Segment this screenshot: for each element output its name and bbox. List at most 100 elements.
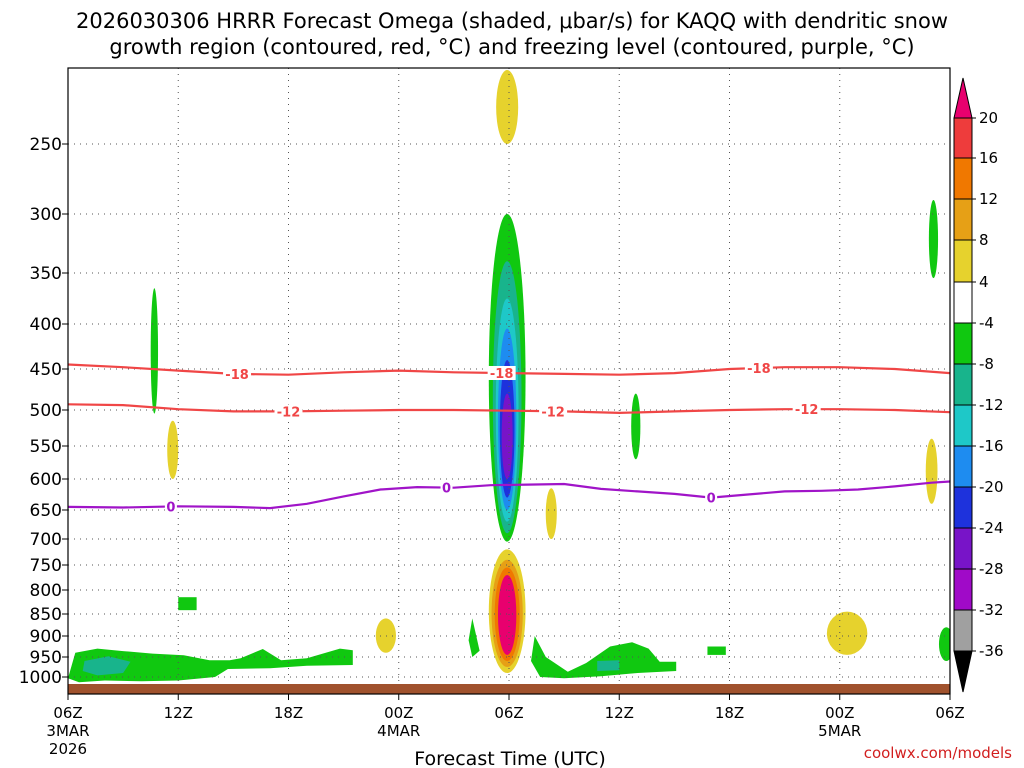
contour-label-dgz-top-2: -18 <box>747 362 771 377</box>
x-tick-label-0: 06Z <box>53 704 82 722</box>
y-tick-label-700: 700 <box>30 530 62 550</box>
omega-cell-12 <box>167 420 179 479</box>
colorbar-label-10: -24 <box>979 519 1004 537</box>
chart-title-line-1: 2026030306 HRRR Forecast Omega (shaded, … <box>76 9 948 33</box>
x-tick-label-2: 18Z <box>274 704 303 722</box>
omega-cell-19 <box>938 627 950 661</box>
colorbar-box-5 <box>953 322 973 365</box>
y-tick-label-400: 400 <box>30 315 62 335</box>
x-tick-label-6: 18Z <box>715 704 744 722</box>
y-tick-label-750: 750 <box>30 556 62 576</box>
contour-label-freezing-level-2: 0 <box>707 492 716 507</box>
y-tick-label-600: 600 <box>30 470 62 490</box>
y-tick-label-1000: 1000 <box>19 668 62 688</box>
contour-label-bg <box>487 365 516 380</box>
colorbar-label-11: -28 <box>979 560 1004 578</box>
grid <box>68 68 950 694</box>
colorbar-label-1: 16 <box>979 149 998 167</box>
y-axis: 2503003504004505005506006507007508008509… <box>19 135 68 688</box>
colorbar-box-11 <box>953 568 973 611</box>
contour-label-bg <box>792 402 821 417</box>
colorbar-label-7: -12 <box>979 396 1004 414</box>
contour-freezing-level <box>68 480 950 510</box>
x-tick-label-3: 00Z <box>384 704 413 722</box>
colorbar-box-10 <box>953 527 973 570</box>
colorbar-label-6: -8 <box>979 355 994 373</box>
colorbar-label-9: -20 <box>979 478 1004 496</box>
colorbar-label-13: -36 <box>979 642 1004 660</box>
colorbar-label-12: -32 <box>979 601 1004 619</box>
contour-labels: -18 -18 -18 -12 -12 -12 0 0 0 <box>164 361 821 515</box>
colorbar-box-2 <box>953 198 973 241</box>
y-tick-label-300: 300 <box>30 205 62 225</box>
x-tick-label-8: 06Z <box>935 704 964 722</box>
contour-label-dgz-bottom-1: -12 <box>541 405 565 420</box>
colorbar-label-5: -4 <box>979 314 994 332</box>
x-tick-date-3: 4MAR <box>377 722 420 740</box>
y-tick-label-500: 500 <box>30 401 62 421</box>
y-tick-label-650: 650 <box>30 501 62 521</box>
colorbar-label-3: 8 <box>979 231 989 249</box>
omega-cell-11 <box>150 288 159 414</box>
colorbar-box-6 <box>953 363 973 406</box>
colorbar-box-12 <box>953 609 973 652</box>
colorbar-box-3 <box>953 239 973 283</box>
contour-label-bg <box>539 404 568 419</box>
omega-patch-0 <box>178 597 197 611</box>
x-tick-label-5: 12Z <box>605 704 634 722</box>
contour-label-bg <box>744 361 773 376</box>
omega-patch-1 <box>707 646 726 655</box>
colorbar-box-7 <box>953 404 973 447</box>
omega-cell-10 <box>496 70 519 144</box>
y-tick-label-250: 250 <box>30 135 62 155</box>
x-tick-year-0: 2026 <box>49 740 87 758</box>
colorbar-box-9 <box>953 486 973 529</box>
y-tick-label-800: 800 <box>30 581 62 601</box>
omega-area-2 <box>531 636 677 679</box>
x-tick-date-0: 3MAR <box>46 722 89 740</box>
colorbar-arrow-bottom <box>953 650 973 693</box>
omega-area-3 <box>597 660 620 671</box>
contour-label-freezing-level-0: 0 <box>166 500 175 515</box>
contour-label-bg <box>274 404 303 419</box>
colorbar-box-4 <box>953 281 973 324</box>
contour-label-dgz-top-0: -18 <box>225 368 249 383</box>
omega-cell-9 <box>497 575 517 655</box>
y-tick-label-900: 900 <box>30 627 62 647</box>
contour-label-dgz-top-1: -18 <box>490 367 514 382</box>
colorbar-label-2: 12 <box>979 190 998 208</box>
colorbar-label-0: 20 <box>979 109 998 127</box>
omega-area-1 <box>82 656 131 676</box>
colorbar: 20 16 12 8 4 -4 -8 -12 -16 -20 -24 -28 -32 -36 <box>953 77 1004 693</box>
omega-cell-14 <box>631 393 641 460</box>
colorbar-box-0 <box>953 117 973 159</box>
contour-label-bg <box>705 490 718 505</box>
contour-label-dgz-bottom-2: -12 <box>795 403 819 418</box>
omega-area-0 <box>68 648 353 683</box>
y-tick-label-450: 450 <box>30 360 62 380</box>
omega-cell-17 <box>925 438 938 504</box>
y-tick-label-950: 950 <box>30 648 62 668</box>
contour-label-bg <box>440 480 453 495</box>
omega-cell-16 <box>928 200 939 279</box>
omega-cell-13 <box>545 488 557 539</box>
omega-cell-5 <box>501 393 513 479</box>
colorbar-label-8: -16 <box>979 437 1004 455</box>
terrain-band <box>68 684 950 694</box>
credit-text: coolwx.com/models <box>864 744 1012 762</box>
y-tick-label-350: 350 <box>30 264 62 284</box>
omega-cell-15 <box>375 618 396 653</box>
colorbar-label-4: 4 <box>979 273 989 291</box>
x-tick-label-1: 12Z <box>164 704 193 722</box>
contour-label-dgz-bottom-0: -12 <box>277 405 301 420</box>
x-tick-date-7: 5MAR <box>818 722 861 740</box>
y-tick-label-850: 850 <box>30 605 62 625</box>
colorbar-box-1 <box>953 157 973 200</box>
omega-cell-18 <box>826 611 868 655</box>
x-axis-title: Forecast Time (UTC) <box>414 748 605 768</box>
contour-label-freezing-level-1: 0 <box>442 482 451 497</box>
contour-label-bg <box>164 499 177 514</box>
contour-label-bg <box>223 366 252 381</box>
colorbar-box-8 <box>953 445 973 488</box>
